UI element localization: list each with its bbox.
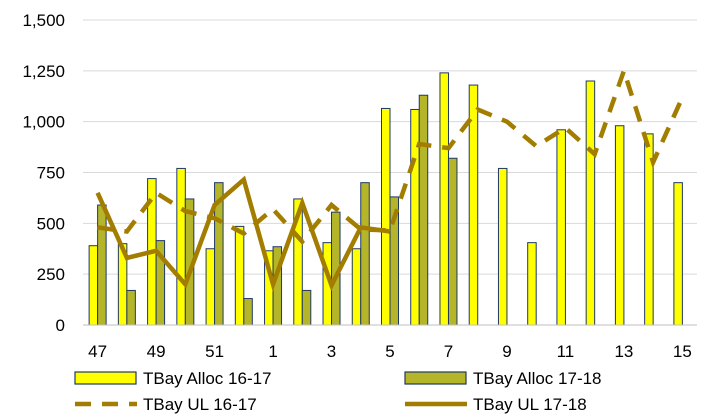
legend-label-tbay-ul-17-18: TBay UL 17-18 [473, 395, 587, 414]
bar-tbay-alloc-16-17 [88, 245, 99, 326]
x-tick-label: 1 [268, 342, 277, 361]
bar-tbay-alloc-17-18 [97, 204, 107, 326]
x-tick-label: 15 [673, 342, 692, 361]
bars [88, 72, 683, 326]
x-tick-label: 13 [614, 342, 633, 361]
bar-tbay-alloc-16-17 [585, 80, 596, 326]
legend-swatch-tbay-alloc-17-18 [404, 371, 467, 385]
bar-tbay-alloc-17-18 [126, 289, 136, 326]
x-tick-label: 49 [147, 342, 166, 361]
legend-label-tbay-alloc-17-18: TBay Alloc 17-18 [473, 369, 602, 388]
bar-tbay-alloc-17-18 [301, 289, 312, 326]
bar-tbay-alloc-16-17 [234, 225, 245, 326]
line-tbay-ul-16-17 [97, 63, 685, 246]
legend-swatch-tbay-alloc-16-17 [74, 371, 137, 385]
bar-tbay-alloc-16-17 [176, 167, 186, 326]
bar-tbay-alloc-16-17 [527, 242, 537, 326]
bar-tbay-alloc-16-17 [556, 129, 566, 326]
bar-tbay-alloc-17-18 [360, 182, 370, 326]
y-tick-label: 750 [37, 164, 65, 183]
bar-tbay-alloc-16-17 [205, 248, 216, 326]
bar-tbay-alloc-17-18 [447, 157, 458, 326]
bar-tbay-alloc-16-17 [351, 248, 362, 326]
legend-label-tbay-alloc-16-17: TBay Alloc 16-17 [143, 369, 272, 388]
x-tick-label: 5 [385, 342, 394, 361]
y-tick-label: 250 [37, 265, 65, 284]
y-tick-label: 1,500 [22, 11, 65, 30]
bar-tbay-alloc-17-18 [243, 298, 253, 326]
x-tick-label: 7 [444, 342, 453, 361]
y-tick-label: 1,000 [22, 113, 65, 132]
x-tick-label: 47 [88, 342, 107, 361]
legend-label-tbay-ul-16-17: TBay UL 16-17 [143, 395, 257, 414]
bar-tbay-alloc-16-17 [381, 107, 391, 326]
y-tick-label: 0 [56, 316, 65, 335]
y-tick-label: 1,250 [22, 62, 65, 81]
x-tick-label: 9 [502, 342, 511, 361]
line-tbay-ul-17-18 [95, 175, 391, 292]
bar-tbay-alloc-16-17 [439, 72, 449, 326]
x-tick-label: 11 [557, 342, 575, 361]
x-tick-label: 3 [327, 342, 336, 361]
bar-tbay-alloc-17-18 [418, 94, 429, 326]
y-tick-label: 500 [37, 214, 65, 233]
bar-tbay-alloc-16-17 [497, 167, 508, 326]
series-lines [95, 63, 685, 292]
bar-tbay-alloc-16-17 [673, 182, 683, 326]
bar-tbay-alloc-16-17 [614, 125, 625, 326]
x-tick-label: 51 [205, 342, 224, 361]
legend: TBay Alloc 16-17 TBay Alloc 17-18 TBay UL … [74, 369, 602, 414]
